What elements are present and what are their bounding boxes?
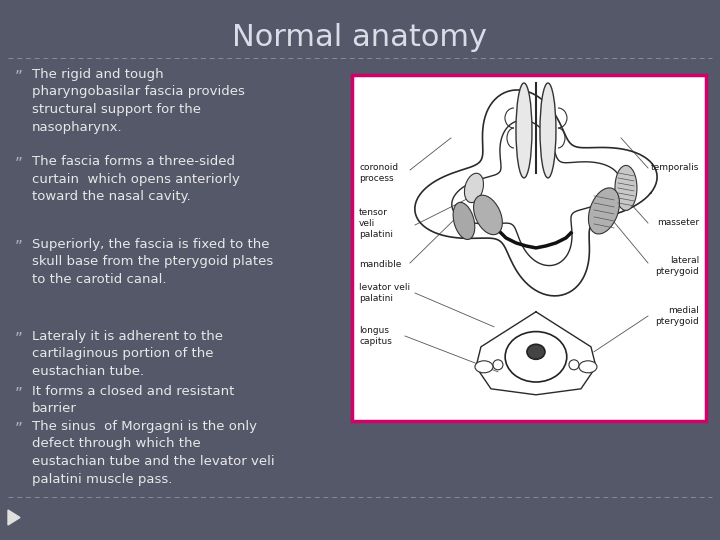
Text: masseter: masseter <box>657 218 699 227</box>
Text: medial
pterygoid: medial pterygoid <box>655 306 699 326</box>
Ellipse shape <box>527 345 545 359</box>
Text: ”: ” <box>15 157 23 172</box>
Ellipse shape <box>474 195 503 235</box>
Text: ”: ” <box>15 332 23 347</box>
Ellipse shape <box>579 361 597 373</box>
Circle shape <box>493 360 503 370</box>
Ellipse shape <box>516 83 532 178</box>
Bar <box>355 78 703 418</box>
Text: ”: ” <box>15 240 23 255</box>
Polygon shape <box>8 510 20 525</box>
Ellipse shape <box>505 332 567 382</box>
Ellipse shape <box>475 361 493 373</box>
Text: The fascia forms a three-sided
curtain  which opens anteriorly
toward the nasal : The fascia forms a three-sided curtain w… <box>32 155 240 203</box>
Text: The rigid and tough
pharyngobasilar fascia provides
structural support for the
n: The rigid and tough pharyngobasilar fasc… <box>32 68 245 133</box>
Text: temporalis: temporalis <box>651 163 699 172</box>
Text: Lateraly it is adherent to the
cartilaginous portion of the
eustachian tube.: Lateraly it is adherent to the cartilagi… <box>32 330 223 378</box>
Text: coronoid
process: coronoid process <box>359 163 398 183</box>
Text: Superiorly, the fascia is fixed to the
skull base from the pterygoid plates
to t: Superiorly, the fascia is fixed to the s… <box>32 238 274 286</box>
Ellipse shape <box>453 202 474 239</box>
Text: Normal anatomy: Normal anatomy <box>233 24 487 52</box>
Text: tensor
veli
palatini: tensor veli palatini <box>359 208 393 239</box>
Ellipse shape <box>540 83 556 178</box>
Text: lateral
pterygoid: lateral pterygoid <box>655 256 699 276</box>
Text: mandible: mandible <box>359 260 401 269</box>
Text: ”: ” <box>15 422 23 437</box>
Text: The sinus  of Morgagni is the only
defect through which the
eustachian tube and : The sinus of Morgagni is the only defect… <box>32 420 274 485</box>
Ellipse shape <box>615 165 637 211</box>
Text: It forms a closed and resistant
barrier: It forms a closed and resistant barrier <box>32 385 235 415</box>
Circle shape <box>569 360 579 370</box>
Bar <box>352 75 706 421</box>
Ellipse shape <box>464 173 484 202</box>
Text: ”: ” <box>15 70 23 85</box>
Text: levator veli
palatini: levator veli palatini <box>359 283 410 303</box>
Ellipse shape <box>588 188 619 234</box>
Text: ”: ” <box>15 387 23 402</box>
Text: longus
capitus: longus capitus <box>359 326 392 346</box>
